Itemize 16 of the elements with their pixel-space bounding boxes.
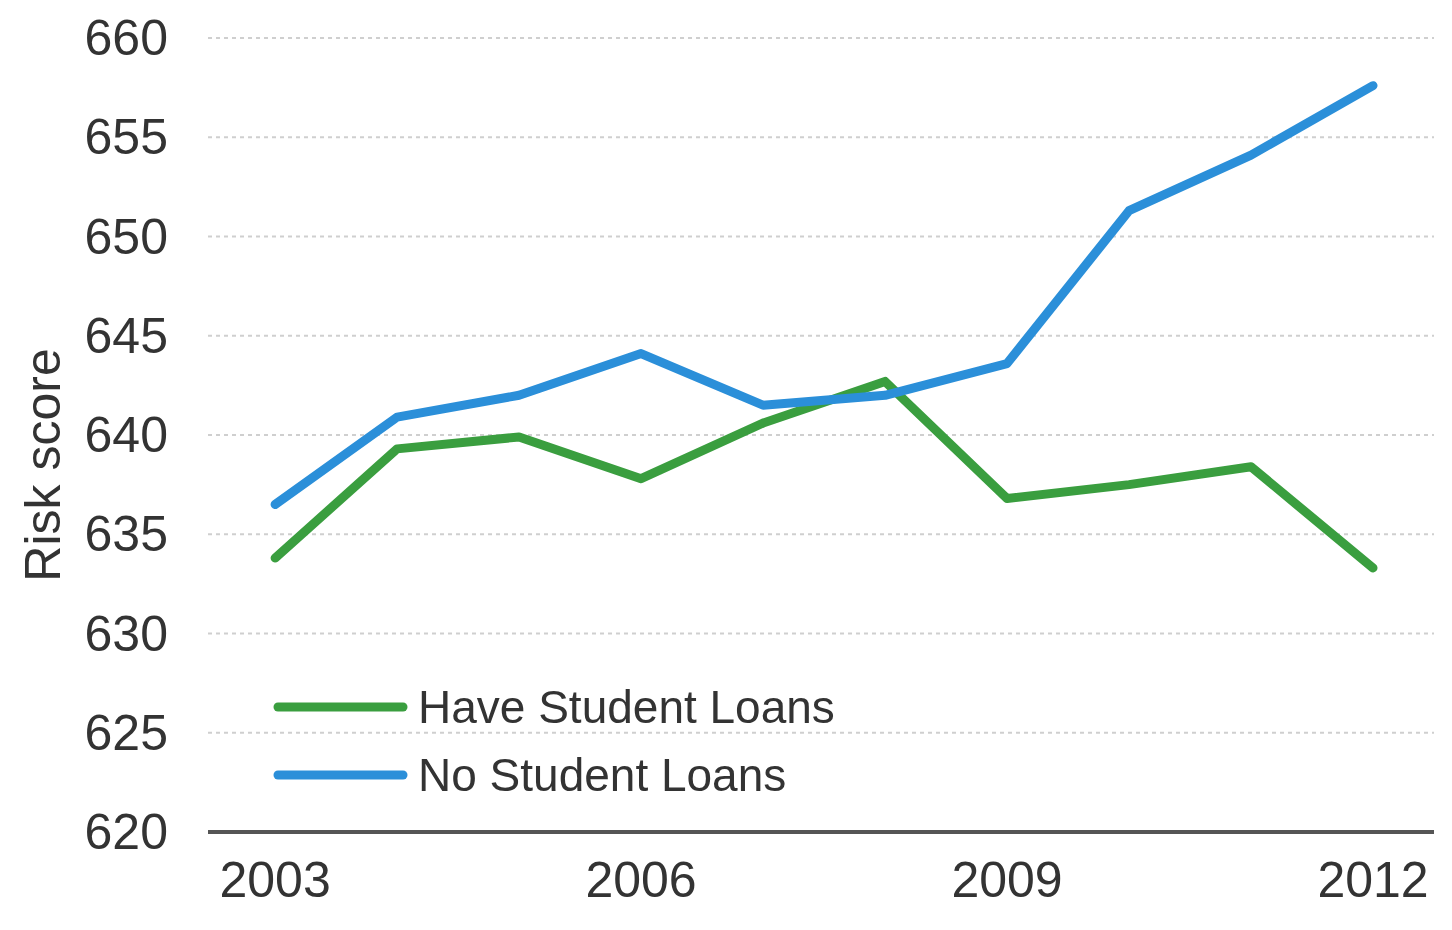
- x-tick-label: 2012: [1317, 852, 1429, 908]
- y-tick-label: 660: [84, 10, 168, 66]
- legend-label: No Student Loans: [418, 749, 787, 801]
- x-tick-label: 2009: [951, 852, 1063, 908]
- y-tick-label: 630: [84, 605, 168, 662]
- y-axis-title: Risk score: [15, 348, 71, 582]
- y-tick-label: 645: [84, 307, 168, 364]
- y-tick-label: 625: [84, 704, 168, 761]
- x-tick-label: 2003: [219, 852, 331, 908]
- y-tick-label: 650: [84, 208, 168, 265]
- y-tick-label: 655: [84, 109, 168, 166]
- y-tick-label: 620: [84, 804, 168, 860]
- y-tick-label: 635: [84, 506, 168, 563]
- x-tick-label: 2006: [585, 852, 697, 908]
- legend-label: Have Student Loans: [418, 681, 835, 733]
- y-tick-label: 640: [84, 407, 168, 463]
